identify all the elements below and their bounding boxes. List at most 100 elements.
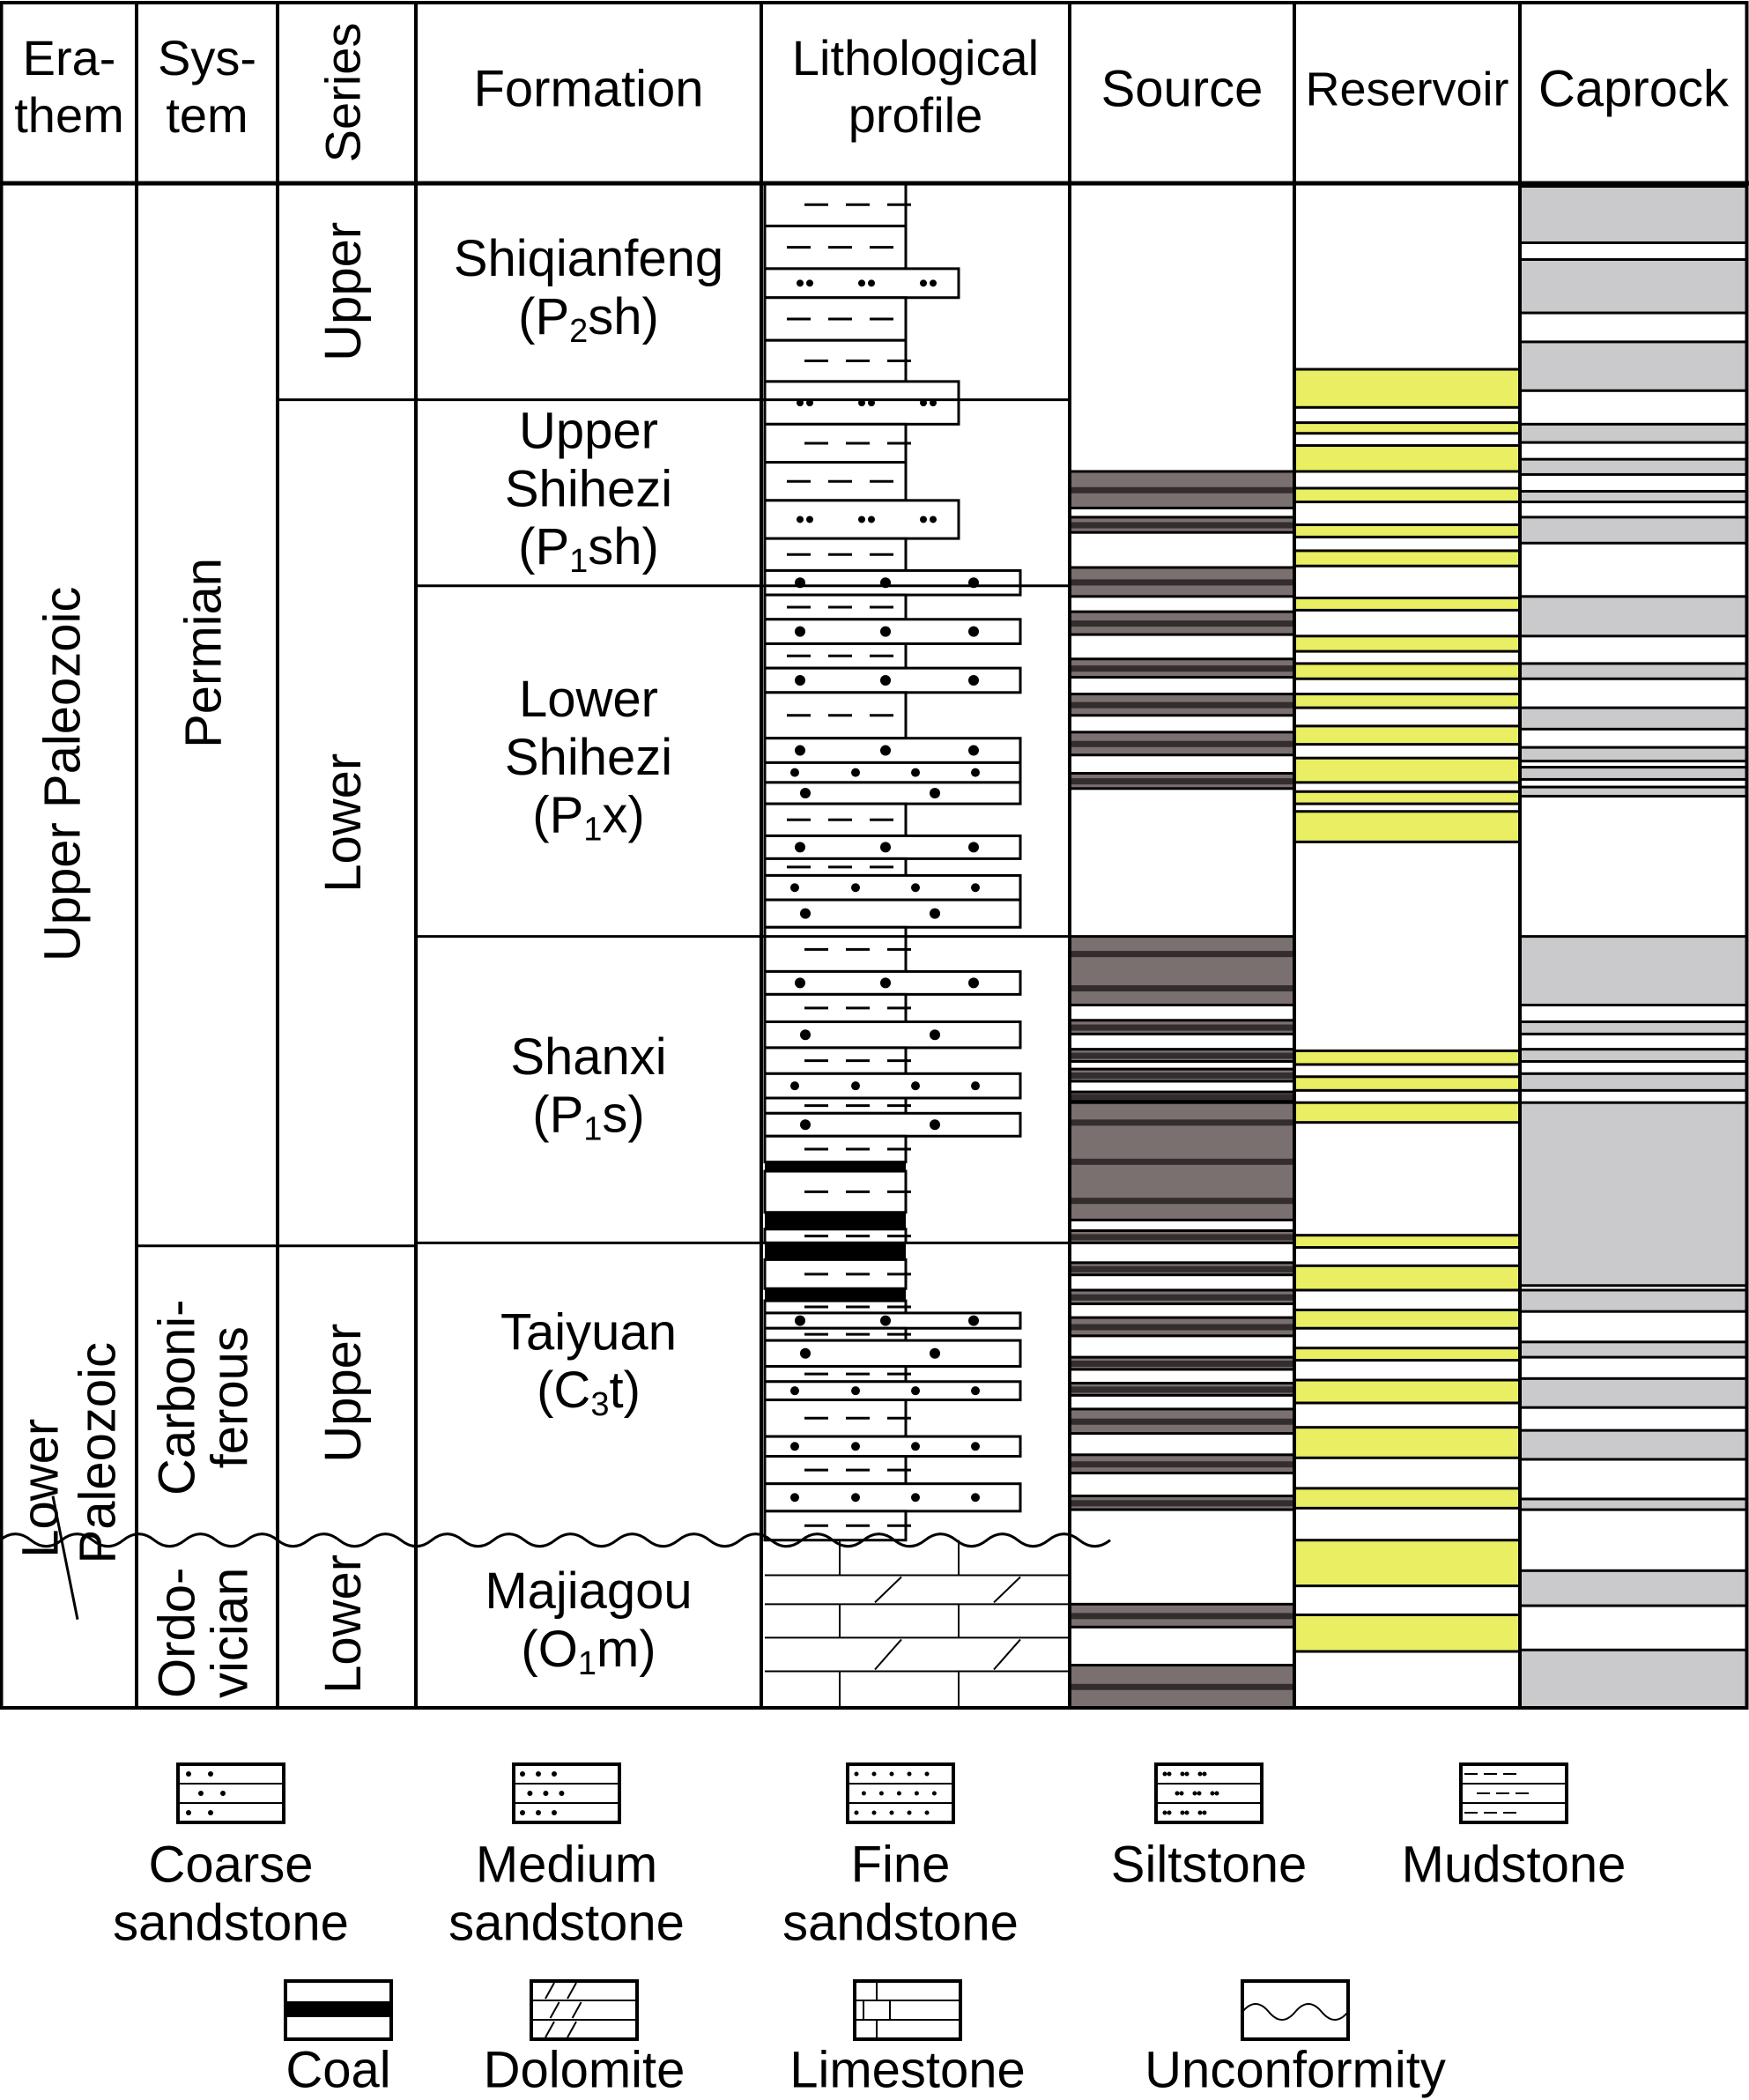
caprock-bed — [1518, 340, 1749, 392]
silt-dot — [797, 516, 804, 523]
bed-outline — [763, 1455, 908, 1486]
coal-fill — [765, 1212, 906, 1229]
coarse-sandstone-bed — [763, 568, 1022, 597]
silt-dot — [920, 516, 927, 523]
header-erathem: Era- — [23, 30, 116, 85]
sand-dot — [800, 908, 811, 919]
siltstone-bed — [763, 267, 960, 300]
bed-outline — [763, 1228, 908, 1244]
legend-swatch — [512, 1762, 621, 1824]
mudstone-bed — [763, 1399, 911, 1438]
source-stripe — [1071, 1386, 1293, 1393]
sand-dot — [851, 883, 860, 893]
bed-outline — [763, 1169, 908, 1214]
formation-code: (P1sh) — [518, 519, 659, 581]
source-interval — [1068, 1602, 1296, 1629]
legend-swatch — [1241, 1979, 1350, 2041]
sand-dot — [800, 1029, 811, 1041]
formation-code: (O1m) — [521, 1621, 656, 1682]
sand-dot — [790, 1493, 799, 1503]
source-interval — [1068, 1382, 1296, 1397]
legend-item-siltstone: Siltstone — [1111, 1762, 1307, 1893]
coarse-sandstone-bed — [763, 618, 1022, 645]
swatch-dot — [1184, 1810, 1189, 1815]
swatch-dot — [1210, 1791, 1215, 1796]
reservoir-bed — [1293, 523, 1522, 538]
sand-dot — [968, 674, 979, 686]
dolomite-slash — [993, 1576, 1021, 1604]
reservoir-bed — [1293, 1308, 1522, 1330]
swatch-dot — [871, 1810, 877, 1815]
caprock-bed — [1518, 489, 1749, 504]
source-interval — [1068, 1229, 1296, 1244]
sand-dot — [971, 1442, 980, 1451]
coal-bed — [765, 1212, 906, 1229]
sand-dot — [800, 1119, 811, 1131]
sand-dot — [880, 674, 891, 686]
legend-item-dolomite: Dolomite — [484, 1979, 685, 2098]
legend-item-unconformity: Unconformity — [1145, 1979, 1446, 2098]
swatch-dot — [1197, 1810, 1203, 1815]
bed-outline — [763, 873, 1022, 902]
medium-sandstone-bed — [763, 898, 1022, 929]
mudstone-bed — [763, 296, 908, 342]
reservoir-bed — [1293, 790, 1522, 805]
header-lithological-profile: Lithological — [792, 30, 1039, 85]
header-formation: Formation — [473, 60, 703, 117]
coal-bed — [765, 1161, 906, 1172]
legend-swatch — [853, 1979, 962, 2041]
swatch-dot — [208, 1810, 213, 1815]
legend-label: Coarse — [149, 1836, 314, 1893]
silt-dot — [930, 516, 937, 523]
mudstone-bed — [763, 593, 908, 621]
coarse-sandstone-bed — [763, 1311, 1022, 1330]
swatch-dot — [1162, 1771, 1167, 1777]
legend-label: Mudstone — [1402, 1836, 1627, 1893]
sand-dot — [971, 768, 980, 777]
bed-outline — [763, 925, 908, 973]
swatch-wave — [1241, 2003, 1349, 2021]
swatch-dot — [878, 1791, 884, 1796]
dolomite-slash — [874, 1576, 902, 1604]
sand-dot — [968, 1315, 979, 1326]
legend-label: Siltstone — [1111, 1836, 1307, 1893]
source-bed — [1068, 935, 1296, 1006]
source-stripe — [1071, 740, 1293, 747]
interval-fills — [1068, 184, 1749, 1710]
source-stripe — [1071, 1418, 1293, 1425]
reservoir-bed — [1293, 1378, 1522, 1405]
reservoir-bed — [1293, 1234, 1522, 1250]
source-stripe — [1071, 1324, 1293, 1331]
reservoir-bed — [1293, 1347, 1522, 1362]
mudstone-bed — [763, 1455, 911, 1486]
series-upper: Upper — [315, 1324, 372, 1463]
swatch-dot — [896, 1791, 901, 1796]
reservoir-bed — [1293, 444, 1522, 473]
swatch-dot — [220, 1791, 226, 1796]
silt-dot — [858, 516, 865, 523]
formation-name: Shanxi — [510, 1028, 666, 1086]
swatch-coal — [285, 2001, 391, 2017]
coarse-sandstone-bed — [763, 834, 1022, 860]
source-stripe — [1071, 1461, 1293, 1468]
header-erathem: them — [14, 87, 124, 143]
sand-dot — [790, 1386, 799, 1396]
swatch-dot — [1179, 1791, 1184, 1796]
legend-label: Medium — [476, 1836, 657, 1893]
sand-dot — [851, 768, 860, 777]
legend-label: sandstone — [782, 1894, 1019, 1951]
sand-dot — [880, 977, 891, 989]
source-stripe — [1071, 1052, 1293, 1059]
header-reservoir: Reservoir — [1305, 63, 1508, 115]
mudstone-bed — [763, 422, 911, 464]
swatch-dot — [552, 1810, 557, 1815]
fine-sandstone-bed — [763, 761, 1022, 784]
bed-outline — [763, 1020, 1022, 1050]
source-stripe — [1071, 701, 1293, 709]
formation-name: Majiagou — [485, 1562, 692, 1620]
swatch-dot — [1202, 1810, 1207, 1815]
swatch-dot — [861, 1791, 866, 1796]
